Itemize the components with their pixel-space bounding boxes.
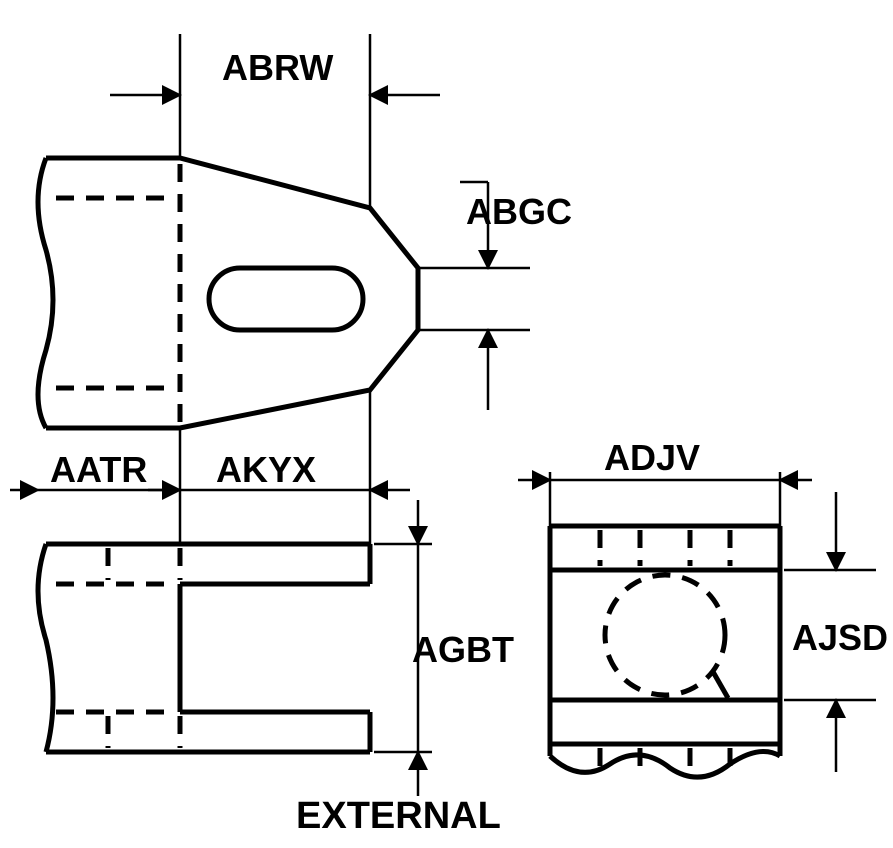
label-abrw: ABRW <box>222 47 333 88</box>
dim-agbt: AGBT <box>374 500 514 796</box>
dim-abgc: ABGC <box>418 182 572 410</box>
dim-adjv: ADJV <box>518 437 812 526</box>
label-akyx: AKYX <box>216 449 316 490</box>
label-agbt: AGBT <box>412 629 514 670</box>
side-view <box>38 544 370 752</box>
top-view <box>38 158 418 428</box>
label-ajsd: AJSD <box>792 617 888 658</box>
dim-aatr: AATR <box>10 428 180 544</box>
technical-drawing: ABRW ABGC AATR AKYX AGBT <box>0 0 893 848</box>
dim-akyx: AKYX <box>148 390 410 544</box>
end-view <box>550 526 780 777</box>
dim-ajsd: AJSD <box>784 492 888 772</box>
label-adjv: ADJV <box>604 437 700 478</box>
label-aatr: AATR <box>50 449 147 490</box>
label-abgc: ABGC <box>466 191 572 232</box>
title-external: EXTERNAL <box>296 795 501 837</box>
